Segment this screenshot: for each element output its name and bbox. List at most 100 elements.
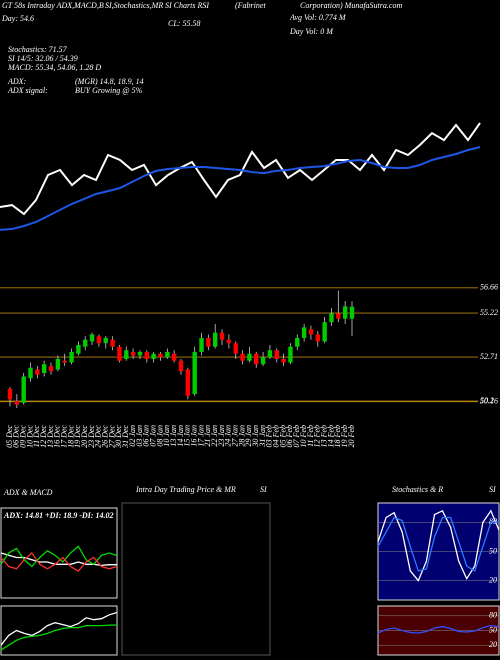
series-line	[0, 545, 118, 568]
candle-body	[171, 353, 177, 361]
x-tick-label: 06 Feb	[285, 425, 294, 447]
x-tick-label: 21 Jan	[203, 425, 212, 447]
series-line	[0, 122, 481, 216]
annotation: ADX:	[7, 77, 27, 86]
candle-body	[349, 306, 355, 319]
x-tick-label: 06 Jan	[142, 425, 151, 447]
annotation: BUY Growing @ 5%	[75, 86, 143, 95]
panel-subtitle: ADX: 14.81 +DI: 18.9 -DI: 14.02	[3, 511, 113, 520]
candle-body	[288, 346, 293, 363]
candle-body	[69, 351, 74, 363]
annotation: (Fabrinet	[235, 1, 266, 10]
candle-body	[329, 313, 334, 323]
annotation: SI 14/5: 32.06 / 54.39	[8, 54, 78, 63]
x-tick-label: 18 Feb	[333, 425, 342, 447]
y-tick-label: 50	[489, 546, 497, 555]
x-tick-label: 30 Dec	[114, 425, 123, 449]
annotation: Corporation) MunafaSutra.com	[300, 1, 402, 10]
candle-body	[48, 366, 54, 372]
series-line	[0, 552, 118, 572]
x-tick-label: 16 Dec	[53, 425, 62, 448]
x-tick-label: 24 Dec	[94, 425, 103, 448]
candle-body	[213, 332, 218, 347]
x-tick-label: 13 Feb	[319, 425, 328, 447]
x-tick-label: 30 Jan	[251, 425, 260, 448]
candle-body	[274, 350, 279, 359]
series-line	[377, 624, 500, 634]
candle-body	[308, 329, 314, 335]
candle-body	[137, 351, 143, 356]
candle-body	[322, 322, 327, 342]
candle-body	[14, 401, 20, 405]
candle-body	[199, 337, 204, 352]
candle-body	[96, 336, 102, 344]
annotation: Stochastics: 71.57	[8, 45, 68, 54]
x-tick-label: 26 Dec	[101, 425, 110, 448]
y-tick-label: 55.22	[480, 308, 498, 317]
panel	[0, 507, 118, 599]
x-tick-label: 09 Dec	[19, 425, 28, 448]
series-line	[377, 509, 500, 582]
candle-body	[158, 353, 163, 358]
candle-body	[103, 337, 108, 344]
x-tick-label: 10 Dec	[25, 425, 34, 448]
candle-body	[206, 337, 211, 347]
candle-body	[260, 357, 266, 365]
candle-body	[267, 350, 273, 358]
candle-body	[226, 339, 232, 344]
x-tick-label: 14 Feb	[326, 425, 335, 447]
y-tick-label: 80	[489, 611, 497, 620]
panel-title: SI	[260, 485, 267, 494]
candle-body	[35, 369, 40, 375]
x-tick-label: 02 Jan	[128, 425, 137, 447]
candle-body	[219, 332, 225, 340]
annotation: CL: 55.58	[168, 19, 200, 28]
series-line	[0, 611, 118, 646]
panel-title: SI	[489, 485, 496, 494]
x-tick-label: 22 Jan	[210, 425, 219, 447]
x-tick-label: 10 Feb	[299, 425, 308, 447]
y-tick-label: 52.71	[480, 352, 498, 361]
annotation: Avg Vol: 0.774 M	[289, 13, 347, 22]
x-tick-label: 11 Feb	[306, 425, 315, 447]
x-tick-label: 17 Jan	[196, 425, 205, 447]
x-tick-label: 10 Jan	[162, 425, 171, 447]
y-tick-label: 50	[489, 625, 497, 634]
y-tick-label: 50.2	[480, 396, 494, 405]
candle-body	[21, 376, 26, 403]
x-tick-label: 23 Dec	[87, 425, 96, 448]
panel-title: ADX & MACD	[3, 488, 53, 497]
candle-body	[55, 358, 61, 370]
candle-body	[247, 353, 252, 361]
x-tick-label: 24 Jan	[224, 425, 233, 447]
x-tick-label: 27 Jan	[231, 425, 240, 447]
x-tick-label: 05 Dec	[5, 425, 14, 448]
x-tick-label: 04 Feb	[272, 425, 281, 447]
panel-title: Stochastics & R	[392, 485, 443, 494]
candle-body	[240, 353, 245, 361]
x-tick-label: 19 Feb	[340, 425, 349, 447]
x-tick-label: 12 Dec	[39, 425, 48, 448]
candle-body	[178, 360, 184, 372]
x-tick-label: 23 Jan	[217, 425, 226, 447]
candle-body	[42, 364, 47, 374]
x-tick-label: 15 Jan	[183, 425, 192, 447]
x-tick-label: 03 Feb	[265, 425, 274, 447]
x-tick-label: 05 Feb	[278, 425, 287, 447]
series-line	[377, 516, 499, 572]
candle-body	[192, 351, 197, 395]
candle-body	[295, 337, 300, 347]
candle-body	[130, 351, 136, 356]
candle-body	[165, 351, 170, 358]
x-tick-label: 12 Feb	[313, 425, 322, 447]
candle-body	[185, 369, 191, 396]
x-tick-label: 13 Dec	[46, 425, 55, 448]
x-tick-label: 20 Feb	[347, 425, 356, 447]
candle-body	[83, 339, 88, 347]
x-tick-label: 11 Dec	[32, 425, 41, 448]
panel-title: Intra Day Trading Price & MR	[135, 485, 236, 494]
x-tick-label: 29 Jan	[244, 425, 253, 447]
x-tick-label: 06 Dec	[12, 425, 21, 448]
annotation: (MGR) 14.8, 18.9, 14	[75, 77, 144, 86]
